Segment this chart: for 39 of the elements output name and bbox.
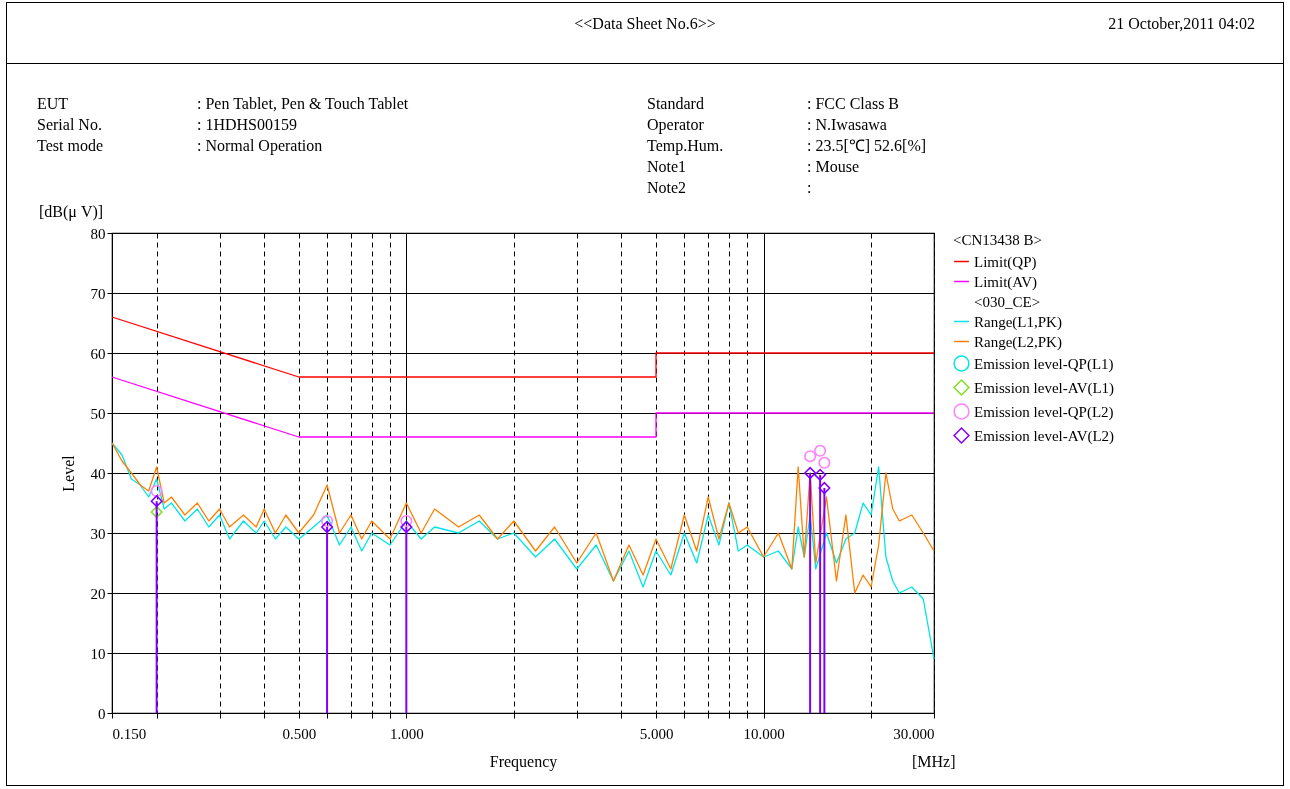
legend-label: Emission level-QP(L1) (974, 355, 1114, 373)
y-tick-label: 40 (90, 465, 106, 482)
legend-label: Emission level-AV(L2) (974, 427, 1115, 445)
x-tick-label: 30.000 (893, 725, 935, 742)
legend-label: Emission level-QP(L2) (974, 403, 1114, 421)
y-tick-label: 60 (90, 345, 106, 362)
y-tick-label: 20 (90, 585, 106, 602)
y-axis-title: Level (59, 454, 77, 492)
text: Temp.Hum. : 23.5[℃] 52.6[%] (647, 137, 927, 154)
text: Serial No. : 1HDHS00159 (37, 116, 298, 133)
text: Test mode : Normal Operation (37, 137, 323, 154)
text: Note2 : (647, 179, 812, 196)
text: <030_CE> (974, 293, 1041, 310)
y-tick-label: 80 (90, 225, 106, 242)
legend-label: Emission level-AV(L1) (974, 379, 1115, 397)
x-tick-label: 0.500 (282, 725, 317, 742)
x-tick-label: 1.000 (389, 725, 424, 742)
text: [dB(μ V)] (39, 203, 104, 221)
text: [MHz] (912, 753, 956, 771)
y-tick-label: 10 (90, 645, 106, 662)
text: 21 October,2011 04:02 (1108, 15, 1255, 33)
y-tick-label: 30 (90, 525, 106, 542)
y-tick-label: 70 (90, 285, 106, 302)
legend-title: <CN13438 B> (953, 232, 1043, 248)
text: Operator : N.Iwasawa (647, 116, 887, 133)
y-tick-label: 0 (98, 705, 106, 722)
legend-label: Limit(AV) (974, 273, 1038, 291)
legend-label: Range(L1,PK) (974, 313, 1062, 331)
text: EUT : Pen Tablet, Pen & Touch Tablet (37, 95, 409, 112)
y-tick-label: 50 (90, 405, 106, 422)
x-tick-label: 10.000 (743, 725, 785, 742)
chart-title: <<Data Sheet No.6>> (574, 15, 716, 32)
legend-label: Limit(QP) (974, 253, 1037, 271)
legend-label: Range(L2,PK) (974, 333, 1062, 351)
x-tick-label: 0.150 (112, 725, 147, 742)
text: Standard : FCC Class B (647, 95, 900, 112)
x-tick-label: 5.000 (639, 725, 674, 742)
text: Note1 : Mouse (647, 158, 859, 175)
x-axis-title: Frequency (489, 752, 558, 771)
